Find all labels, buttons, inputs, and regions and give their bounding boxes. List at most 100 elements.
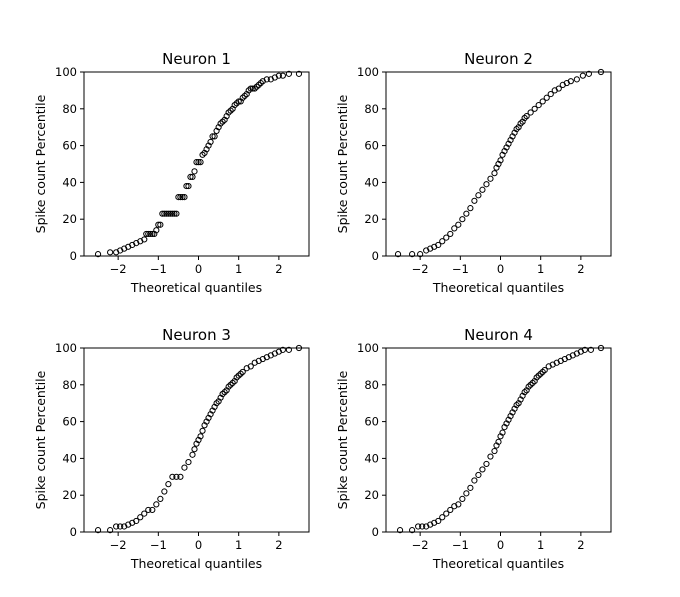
data-point bbox=[239, 94, 246, 101]
x-tick-label: −1 bbox=[452, 262, 469, 276]
y-tick-label: 20 bbox=[62, 212, 77, 226]
x-tick-label: 2 bbox=[275, 538, 282, 552]
data-point bbox=[219, 390, 226, 398]
data-point bbox=[517, 120, 524, 127]
data-point bbox=[539, 368, 546, 376]
y-tick-label: 60 bbox=[364, 139, 379, 153]
data-point bbox=[285, 70, 293, 77]
data-point bbox=[149, 230, 156, 238]
data-point bbox=[197, 159, 204, 166]
x-tick-label: 1 bbox=[235, 262, 242, 276]
data-point bbox=[585, 70, 593, 77]
x-axis-label: Theoretical quantiles bbox=[130, 280, 262, 295]
data-point bbox=[443, 510, 450, 517]
x-tick-label: 2 bbox=[577, 262, 584, 276]
data-point bbox=[141, 510, 148, 517]
y-tick-label: 0 bbox=[372, 525, 379, 539]
data-point bbox=[555, 85, 562, 92]
data-point bbox=[531, 105, 538, 112]
x-tick-label: 2 bbox=[275, 262, 282, 276]
data-point bbox=[161, 210, 168, 217]
x-tick-label: −1 bbox=[452, 538, 469, 552]
data-point bbox=[467, 205, 474, 212]
data-point bbox=[191, 446, 198, 453]
data-point bbox=[145, 506, 152, 514]
data-point bbox=[285, 346, 293, 353]
y-tick-label: 40 bbox=[364, 451, 379, 465]
x-tick-label: −2 bbox=[110, 262, 127, 276]
subplot-title: Neuron 4 bbox=[464, 326, 533, 344]
y-tick-label: 20 bbox=[364, 488, 379, 502]
x-axis-label: Theoretical quantiles bbox=[432, 556, 564, 571]
subplot-title: Neuron 3 bbox=[162, 326, 231, 344]
data-point bbox=[247, 85, 254, 92]
data-point bbox=[527, 381, 534, 388]
data-point bbox=[137, 514, 144, 521]
data-point bbox=[455, 221, 462, 228]
x-tick-label: 1 bbox=[235, 538, 242, 552]
data-point bbox=[237, 370, 244, 377]
x-tick-label: 2 bbox=[577, 538, 584, 552]
scatter-series bbox=[94, 70, 303, 258]
data-point bbox=[409, 251, 416, 258]
data-point bbox=[239, 368, 246, 376]
data-point bbox=[165, 210, 172, 217]
y-tick-label: 60 bbox=[62, 139, 77, 153]
data-point bbox=[475, 471, 482, 479]
data-point bbox=[435, 241, 442, 249]
data-point bbox=[396, 527, 404, 534]
data-point bbox=[581, 346, 588, 353]
x-tick-label: 1 bbox=[537, 538, 544, 552]
axes-frame bbox=[385, 347, 612, 533]
data-point bbox=[543, 94, 550, 101]
data-point bbox=[185, 182, 192, 190]
x-tick-label: −1 bbox=[150, 262, 167, 276]
data-point bbox=[149, 506, 156, 514]
data-point bbox=[547, 90, 554, 98]
data-point bbox=[483, 460, 490, 468]
data-point bbox=[467, 484, 474, 491]
data-point bbox=[539, 98, 546, 105]
data-point bbox=[447, 230, 454, 238]
x-tick-label: 1 bbox=[537, 262, 544, 276]
data-point bbox=[225, 109, 232, 116]
data-point bbox=[94, 251, 102, 258]
data-point bbox=[479, 186, 486, 193]
data-point bbox=[177, 194, 184, 201]
data-point bbox=[191, 168, 198, 175]
axes-frame bbox=[385, 71, 612, 257]
data-point bbox=[181, 464, 188, 471]
data-point bbox=[279, 72, 286, 79]
data-point bbox=[513, 125, 520, 133]
data-point bbox=[535, 102, 542, 109]
data-point bbox=[173, 473, 180, 480]
data-point bbox=[597, 68, 605, 76]
y-tick-label: 100 bbox=[357, 65, 379, 79]
data-point bbox=[257, 79, 264, 87]
y-tick-label: 100 bbox=[55, 341, 77, 355]
data-point bbox=[491, 447, 498, 455]
data-point bbox=[295, 344, 303, 352]
data-point bbox=[107, 249, 114, 256]
data-point bbox=[483, 181, 490, 188]
data-point bbox=[197, 433, 204, 440]
y-axis-label: Spike count Percentile bbox=[33, 94, 48, 233]
data-point bbox=[471, 477, 478, 484]
data-point bbox=[435, 517, 442, 525]
data-point bbox=[443, 234, 450, 241]
data-point bbox=[181, 194, 188, 201]
x-tick-label: −2 bbox=[412, 538, 429, 552]
data-point bbox=[499, 429, 506, 436]
y-tick-label: 0 bbox=[372, 249, 379, 263]
data-point bbox=[199, 151, 206, 158]
data-point bbox=[185, 458, 192, 466]
y-axis-label: Spike count Percentile bbox=[33, 370, 48, 509]
data-point bbox=[107, 527, 114, 534]
y-tick-label: 60 bbox=[364, 415, 379, 429]
data-point bbox=[167, 210, 174, 217]
data-point bbox=[521, 114, 528, 122]
data-point bbox=[459, 495, 466, 502]
